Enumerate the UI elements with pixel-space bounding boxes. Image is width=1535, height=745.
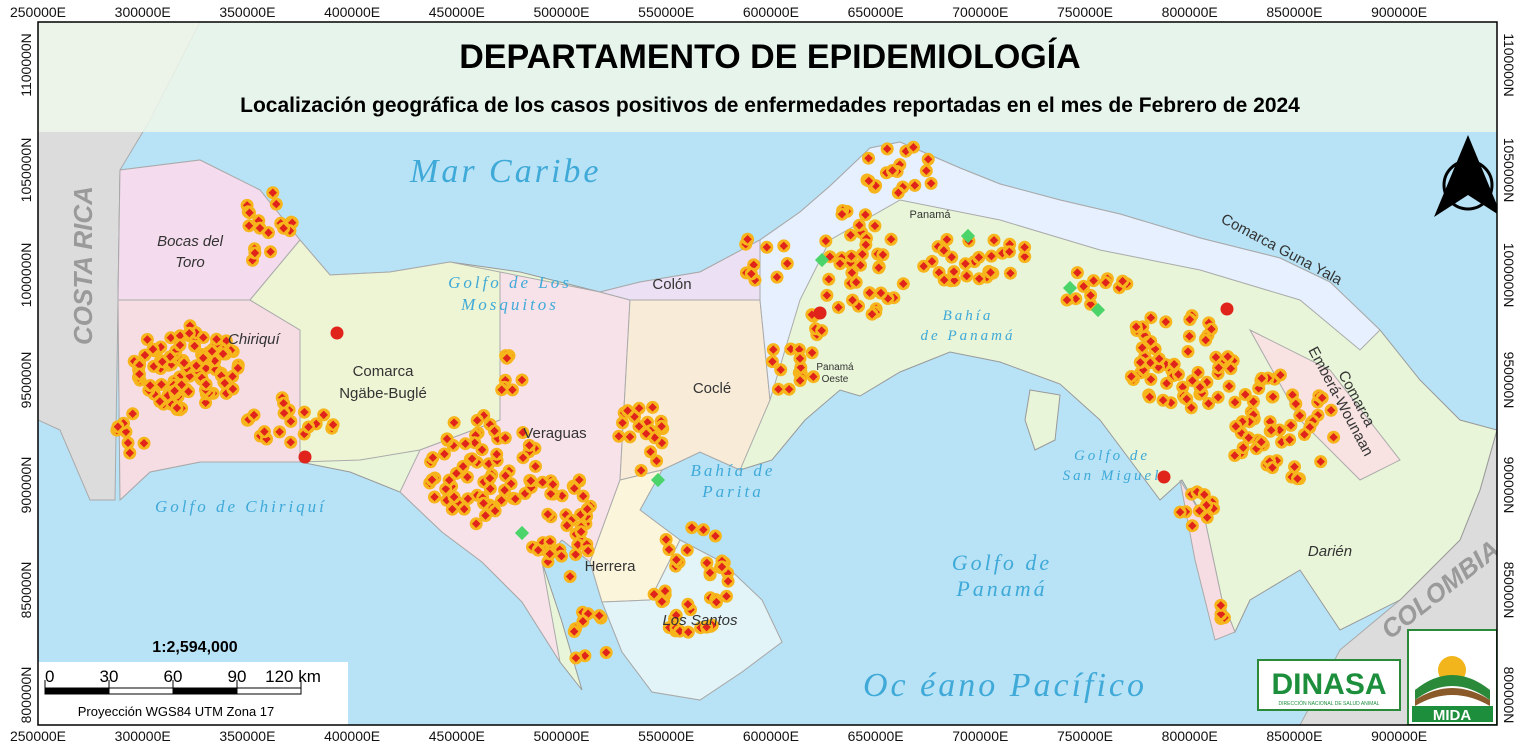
x-coord-label: 550000E — [638, 728, 694, 744]
alt-case-marker — [1221, 303, 1234, 316]
mida-logo: MIDA — [1408, 630, 1497, 725]
sea-label: Golfo de Chiriquí — [155, 497, 327, 516]
province-label: Darién — [1308, 543, 1352, 560]
x-coord-label: 250000E — [10, 728, 66, 744]
scale-label: 60 — [164, 667, 183, 686]
province-label: Panamá — [816, 362, 854, 373]
x-coord-label: 600000E — [743, 4, 799, 20]
x-coord-label: 450000E — [429, 728, 485, 744]
alt-case-marker — [331, 327, 344, 340]
x-coord-label: 800000E — [1162, 4, 1218, 20]
scale-label: 120 km — [265, 667, 321, 686]
x-coord-label: 350000E — [219, 728, 275, 744]
scale-segment — [173, 688, 237, 694]
map-body: DEPARTAMENTO DE EPIDEMIOLOGÍA Localizaci… — [38, 22, 1505, 725]
x-coord-label: 550000E — [638, 4, 694, 20]
x-coord-label: 900000E — [1371, 728, 1427, 744]
y-coord-label: 1050000N — [1501, 138, 1517, 203]
province-label: Comarca — [353, 363, 415, 380]
sea-label: San Miguel — [1063, 468, 1162, 484]
x-coord-label: 850000E — [1266, 728, 1322, 744]
alt-case-marker — [299, 451, 312, 464]
scale-label: 90 — [228, 667, 247, 686]
scale-label: 30 — [100, 667, 119, 686]
x-coord-label: 350000E — [219, 4, 275, 20]
page: Departamento de Epidemiología {"header":… — [0, 0, 1535, 745]
country-label: COSTA RICA — [68, 186, 98, 345]
sea-label: Golfo de Los — [448, 273, 572, 292]
sea-label: Bahía — [943, 308, 994, 324]
province-label: Herrera — [585, 558, 637, 575]
province-label: Panamá — [910, 209, 952, 221]
x-coord-label: 300000E — [115, 4, 171, 20]
province-label: Coclé — [693, 380, 731, 397]
x-coord-label: 700000E — [952, 728, 1008, 744]
province-label: Oeste — [822, 374, 849, 385]
x-coord-label: 400000E — [324, 728, 380, 744]
x-coord-label: 850000E — [1266, 4, 1322, 20]
province-label: Toro — [175, 254, 204, 271]
body: DEPARTAMENTO DE EPIDEMIOLOGÍA Localizaci… — [0, 0, 1535, 745]
x-coord-label: 300000E — [115, 728, 171, 744]
x-coord-label: 750000E — [1057, 728, 1113, 744]
sea-label: Bahía de — [691, 461, 776, 480]
x-coord-label: 900000E — [1371, 4, 1427, 20]
title: DEPARTAMENTO DE EPIDEMIOLOGÍA — [459, 38, 1080, 76]
sea-label: de Panamá — [921, 328, 1016, 344]
y-coord-label: 1000000N — [18, 243, 34, 308]
province-label: Los Santos — [662, 612, 738, 629]
dinasa-logo: DINASA DIRECCIÓN NACIONAL DE SALUD ANIMA… — [1258, 660, 1400, 710]
alt-case-marker — [814, 307, 827, 320]
x-coord-label: 500000E — [533, 4, 589, 20]
sea-label: Oc éano Pacífico — [863, 667, 1147, 704]
y-coord-label: 800000N — [1501, 667, 1517, 724]
x-coord-label: 600000E — [743, 728, 799, 744]
sea-label: Mosquitos — [460, 295, 559, 314]
y-coord-label: 1000000N — [1501, 243, 1517, 308]
scale-label: 0 — [45, 667, 54, 686]
x-coord-label: 700000E — [952, 4, 1008, 20]
y-coord-label: 1050000N — [18, 138, 34, 203]
x-coord-label: 250000E — [10, 4, 66, 20]
scale-ratio: 1:2,594,000 — [152, 639, 238, 656]
province-label: Veraguas — [523, 425, 586, 442]
scale-segment — [45, 688, 109, 694]
map-figure: DEPARTAMENTO DE EPIDEMIOLOGÍA Localizaci… — [0, 0, 1535, 745]
province-label: Bocas del — [157, 233, 224, 250]
mida-text: MIDA — [1433, 707, 1471, 724]
x-coord-label: 450000E — [429, 4, 485, 20]
province-label: Ngäbe-Buglé — [339, 385, 427, 402]
x-coord-label: 650000E — [848, 728, 904, 744]
y-coord-label: 900000N — [1501, 457, 1517, 514]
subtitle: Localización geográfica de los casos pos… — [240, 94, 1300, 117]
y-coord-label: 850000N — [1501, 562, 1517, 619]
sea-label: Panamá — [955, 576, 1047, 601]
dinasa-text: DINASA — [1271, 668, 1386, 701]
sea-label: Golfo de — [1074, 448, 1150, 464]
sea-label: Golfo de — [952, 550, 1052, 575]
y-coord-label: 850000N — [18, 562, 34, 619]
x-coord-label: 400000E — [324, 4, 380, 20]
y-coord-label: 1100000N — [18, 33, 34, 97]
dinasa-subtitle: DIRECCIÓN NACIONAL DE SALUD ANIMAL — [1279, 700, 1380, 707]
y-coord-label: 950000N — [18, 352, 34, 409]
province-label: Colón — [652, 276, 691, 293]
y-coord-label: 900000N — [18, 457, 34, 514]
sea-label: Parita — [701, 482, 763, 501]
projection: Proyección WGS84 UTM Zona 17 — [78, 704, 275, 719]
y-coord-label: 950000N — [1501, 352, 1517, 409]
x-coord-label: 750000E — [1057, 4, 1113, 20]
x-coord-label: 650000E — [848, 4, 904, 20]
y-coord-label: 800000N — [18, 667, 34, 724]
province-label: Chiriquí — [228, 331, 282, 348]
y-coord-label: 1100000N — [1501, 33, 1517, 97]
sea-label: Mar Caribe — [409, 153, 602, 190]
x-coord-label: 500000E — [533, 728, 589, 744]
x-coord-label: 800000E — [1162, 728, 1218, 744]
